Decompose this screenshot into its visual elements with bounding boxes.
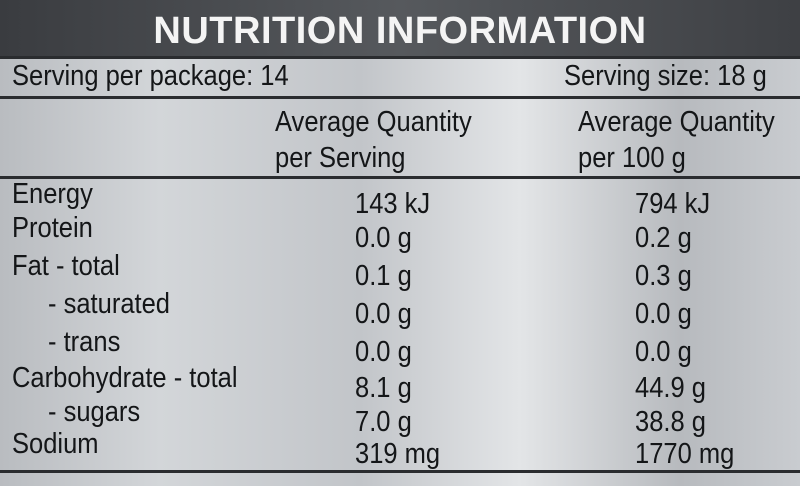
- row-label: Sodium: [12, 428, 99, 460]
- column-header: per 100 g: [578, 142, 686, 174]
- row-label: Fat - total: [12, 250, 120, 282]
- row-value: 38.8 g: [635, 406, 706, 438]
- row-value: 794 kJ: [635, 188, 711, 220]
- rule: [0, 56, 800, 59]
- row-value: 0.0 g: [355, 298, 412, 330]
- rule: [0, 96, 800, 99]
- row-value: 0.0 g: [355, 336, 412, 368]
- row-value: 0.0 g: [635, 298, 692, 330]
- row-value: 8.1 g: [355, 372, 412, 404]
- rule: [0, 176, 800, 179]
- row-value: 143 kJ: [355, 188, 431, 220]
- row-value: 0.2 g: [635, 222, 692, 254]
- row-label: - sugars: [48, 396, 141, 428]
- row-label: Protein: [12, 212, 93, 244]
- column-header: Average Quantity: [578, 106, 775, 138]
- title: NUTRITION INFORMATION: [153, 10, 647, 52]
- row-label: - saturated: [48, 288, 171, 320]
- row-value: 319 mg: [355, 438, 441, 470]
- servings-per-package: Serving per package: 14: [12, 60, 289, 92]
- column-header: Average Quantity: [275, 106, 472, 138]
- row-label: - trans: [48, 326, 121, 358]
- row-value: 7.0 g: [355, 406, 412, 438]
- row-label: Energy: [12, 178, 93, 210]
- rule: [0, 470, 800, 473]
- row-value: 0.1 g: [355, 260, 412, 292]
- serving-size: Serving size: 18 g: [564, 60, 767, 92]
- row-value: 0.3 g: [635, 260, 692, 292]
- row-value: 0.0 g: [635, 336, 692, 368]
- title-band: [0, 0, 800, 56]
- row-value: 1770 mg: [635, 438, 735, 470]
- row-label: Carbohydrate - total: [12, 362, 238, 394]
- row-value: 44.9 g: [635, 372, 706, 404]
- row-value: 0.0 g: [355, 222, 412, 254]
- column-header: per Serving: [275, 142, 406, 174]
